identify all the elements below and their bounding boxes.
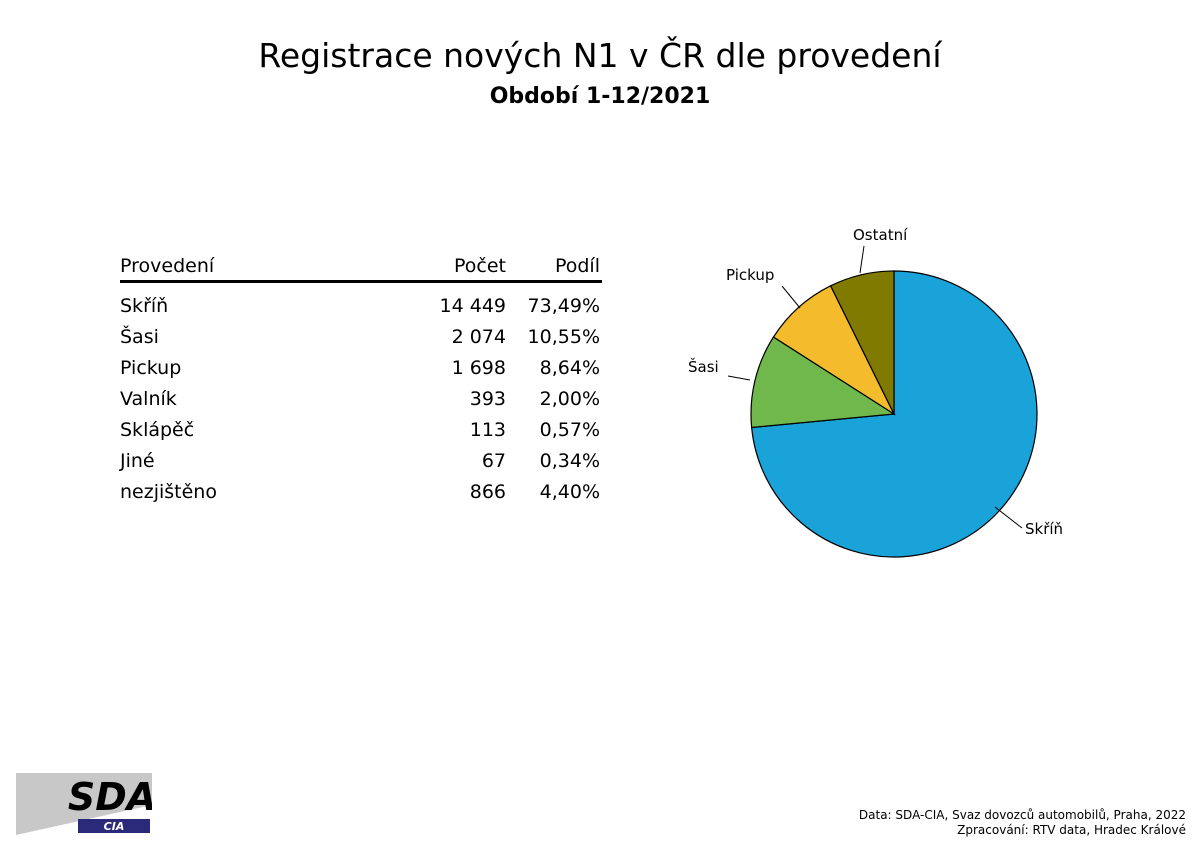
row-share: 73,49%	[527, 295, 600, 317]
table-row: Sklápěč 113 0,57%	[120, 415, 602, 446]
row-count: 113	[469, 419, 506, 441]
pie-slice-1	[750, 336, 896, 429]
pie-label: Šasi	[688, 357, 719, 376]
row-share: 2,00%	[539, 388, 600, 410]
logo-sub-text: CIA	[104, 820, 125, 833]
table-row: Šasi 2 074 10,55%	[120, 322, 602, 353]
header-provedeni: Provedení	[120, 255, 215, 277]
row-share: 8,64%	[539, 357, 600, 379]
pie-slice-3	[829, 270, 895, 415]
row-name: Skříň	[120, 295, 169, 317]
pie-chart: Skříň Šasi Pickup Ostatní	[660, 210, 1120, 590]
pie-leader-line	[994, 506, 1023, 529]
pie-leader-line	[781, 285, 801, 309]
row-count: 2 074	[451, 326, 506, 348]
pie-chart-svg: Skříň Šasi Pickup Ostatní	[688, 226, 1063, 558]
row-share: 0,57%	[539, 419, 600, 441]
pie-leader-line	[859, 245, 865, 274]
row-name: Sklápěč	[120, 419, 195, 441]
data-table: Provedení Počet Podíl Skříň 14 449 73,49…	[120, 252, 602, 508]
chart-title: Registrace nových N1 v ČR dle provedení	[258, 36, 942, 75]
chart-subtitle: Období 1-12/2021	[489, 84, 711, 109]
table-row: nezjištěno 866 4,40%	[120, 477, 602, 508]
table-row: Jiné 67 0,34%	[120, 446, 602, 477]
pie-label: Ostatní	[853, 226, 908, 244]
row-count: 866	[469, 481, 506, 503]
table-row: Pickup 1 698 8,64%	[120, 353, 602, 384]
source-note: Data: SDA-CIA, Svaz dovozců automobilů, …	[859, 808, 1186, 838]
header-podil: Podíl	[554, 255, 600, 277]
table-header: Provedení Počet Podíl	[120, 252, 602, 283]
row-share: 10,55%	[527, 326, 600, 348]
row-name: Jiné	[120, 450, 155, 472]
sda-cia-logo: SDA CIA	[16, 773, 152, 835]
row-name: nezjištěno	[120, 481, 217, 503]
header-pocet: Počet	[454, 255, 506, 277]
table-body: Skříň 14 449 73,49% Šasi 2 074 10,55% Pi…	[120, 291, 602, 508]
row-name: Pickup	[120, 357, 182, 379]
row-share: 4,40%	[539, 481, 600, 503]
row-count: 14 449	[439, 295, 506, 317]
table-row: Valník 393 2,00%	[120, 384, 602, 415]
row-count: 393	[469, 388, 506, 410]
row-count: 67	[481, 450, 506, 472]
source-line-1: Data: SDA-CIA, Svaz dovozců automobilů, …	[858, 808, 1186, 822]
row-name: Šasi	[120, 326, 159, 348]
row-count: 1 698	[451, 357, 506, 379]
source-line-2: Zpracování: RTV data, Hradec Králové	[957, 823, 1186, 837]
row-name: Valník	[120, 388, 177, 410]
pie-leader-line	[727, 375, 751, 381]
table-row: Skříň 14 449 73,49%	[120, 291, 602, 322]
logo-main-text: SDA	[68, 775, 152, 819]
pie-label: Pickup	[726, 266, 774, 284]
row-share: 0,34%	[539, 450, 600, 472]
pie-label: Skříň	[1025, 520, 1063, 538]
